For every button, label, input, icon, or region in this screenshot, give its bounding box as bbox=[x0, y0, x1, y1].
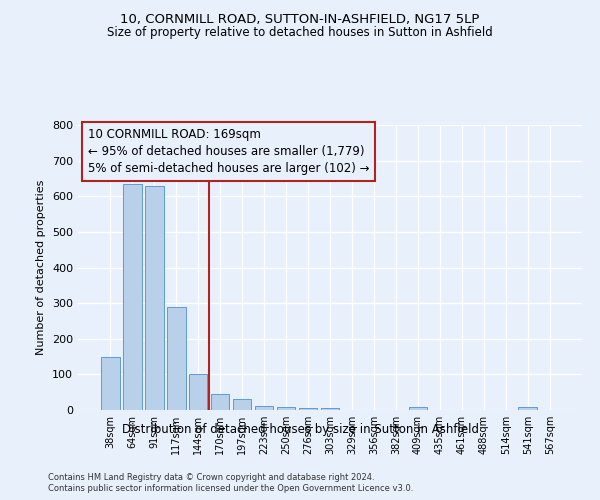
Bar bbox=[145, 186, 164, 410]
Bar bbox=[189, 374, 208, 410]
Text: 10, CORNMILL ROAD, SUTTON-IN-ASHFIELD, NG17 5LP: 10, CORNMILL ROAD, SUTTON-IN-ASHFIELD, N… bbox=[121, 12, 479, 26]
Bar bbox=[167, 306, 185, 410]
Text: Contains public sector information licensed under the Open Government Licence v3: Contains public sector information licen… bbox=[48, 484, 413, 493]
Text: Contains HM Land Registry data © Crown copyright and database right 2024.: Contains HM Land Registry data © Crown c… bbox=[48, 472, 374, 482]
Bar bbox=[123, 184, 142, 410]
Bar bbox=[320, 408, 340, 410]
Bar bbox=[101, 356, 119, 410]
Bar bbox=[518, 407, 537, 410]
Bar bbox=[409, 407, 427, 410]
Text: Size of property relative to detached houses in Sutton in Ashfield: Size of property relative to detached ho… bbox=[107, 26, 493, 39]
Bar bbox=[211, 394, 229, 410]
Bar bbox=[233, 400, 251, 410]
Bar bbox=[255, 406, 274, 410]
Text: Distribution of detached houses by size in Sutton in Ashfield: Distribution of detached houses by size … bbox=[121, 422, 479, 436]
Text: 10 CORNMILL ROAD: 169sqm
← 95% of detached houses are smaller (1,779)
5% of semi: 10 CORNMILL ROAD: 169sqm ← 95% of detach… bbox=[88, 128, 370, 175]
Bar bbox=[299, 408, 317, 410]
Bar bbox=[277, 407, 295, 410]
Y-axis label: Number of detached properties: Number of detached properties bbox=[37, 180, 46, 355]
